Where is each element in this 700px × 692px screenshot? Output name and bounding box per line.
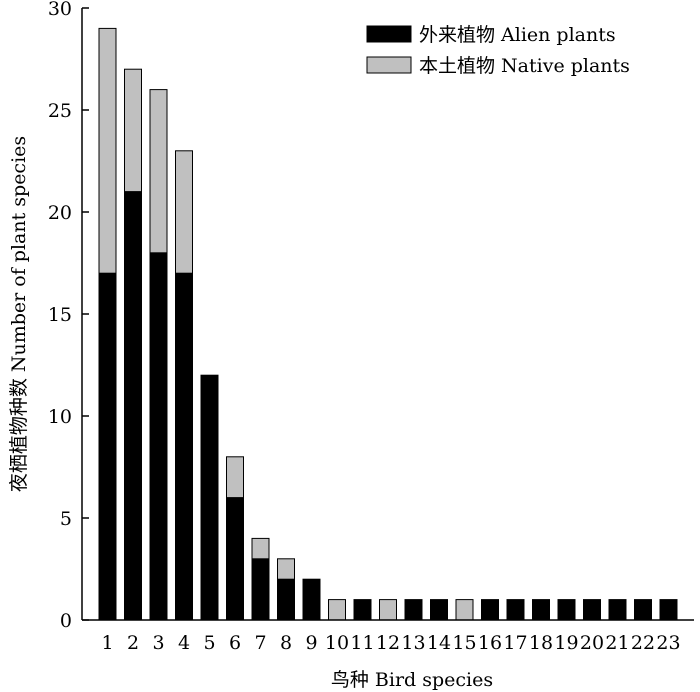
bar-native-12 (379, 599, 397, 621)
bar-native-4 (175, 150, 193, 274)
x-tick-label: 23 (656, 632, 680, 654)
bar-alien-17 (506, 599, 525, 621)
x-tick-label: 19 (554, 632, 578, 654)
x-tick-label: 13 (401, 632, 425, 654)
legend-swatch (366, 25, 412, 43)
y-tick-label: 10 (48, 406, 72, 428)
y-tick-label: 5 (60, 508, 72, 530)
y-tick-label: 25 (48, 100, 72, 122)
x-axis-title: 鸟种 Bird species (331, 669, 493, 691)
bar-alien-19 (557, 599, 576, 621)
x-tick-label: 11 (350, 632, 374, 654)
bar-native-3 (149, 89, 168, 254)
x-tick-label: 4 (178, 632, 190, 654)
bars-group (98, 27, 678, 621)
bar-native-10 (328, 599, 346, 621)
x-ticks-group: 1 2 3 4 5 6 7 8 9 10 11 12 13 14 15 16 17 18 19 20 21 22 23 (101, 632, 680, 654)
legend-label: 外来植物 Alien plants (419, 24, 616, 46)
x-tick-label: 10 (325, 632, 349, 654)
legend-label: 本土植物 Native plants (419, 55, 630, 77)
bar-alien-22 (634, 599, 652, 621)
x-tick-label: 6 (229, 632, 241, 654)
x-tick-label: 3 (152, 632, 164, 654)
y-axis-title: 夜栖植物种数 Number of plant species (8, 136, 30, 492)
bar-alien-14 (430, 599, 448, 621)
bar-alien-3 (149, 252, 168, 621)
bar-native-8 (277, 558, 295, 580)
x-tick-label: 2 (127, 632, 139, 654)
bar-native-2 (124, 68, 142, 193)
x-tick-label: 12 (376, 632, 400, 654)
x-tick-label: 15 (452, 632, 476, 654)
bar-alien-2 (124, 191, 142, 621)
x-tick-label: 9 (305, 632, 317, 654)
bar-alien-9 (302, 578, 321, 621)
y-tick-label: 30 (48, 0, 72, 20)
legend: 外来植物 Alien plants 本土植物 Native plants (366, 24, 630, 77)
bar-alien-6 (226, 497, 244, 621)
bar-alien-21 (608, 599, 627, 621)
x-tick-label: 14 (427, 632, 451, 654)
bar-alien-4 (175, 272, 193, 621)
bar-alien-16 (481, 599, 499, 621)
x-tick-label: 16 (478, 632, 502, 654)
x-tick-label: 5 (203, 632, 215, 654)
bar-alien-20 (583, 599, 601, 621)
bar-native-7 (251, 537, 270, 560)
bar-alien-23 (659, 599, 678, 621)
y-tick-label: 20 (48, 202, 72, 224)
bar-native-6 (226, 456, 244, 499)
bar-alien-13 (404, 599, 423, 621)
bar-alien-8 (277, 578, 295, 621)
y-ticks-group: 0 5 10 15 20 25 30 (48, 0, 89, 632)
x-tick-label: 18 (529, 632, 553, 654)
bar-alien-7 (251, 558, 270, 621)
y-tick-label: 15 (48, 304, 72, 326)
bar-alien-1 (98, 272, 117, 621)
x-tick-label: 22 (631, 632, 655, 654)
x-tick-label: 17 (503, 632, 527, 654)
bar-alien-11 (353, 599, 372, 621)
bar-native-15 (455, 599, 474, 621)
bar-native-1 (98, 27, 117, 274)
y-tick-label: 0 (60, 610, 72, 632)
x-tick-label: 21 (605, 632, 629, 654)
x-tick-label: 1 (101, 632, 113, 654)
x-tick-label: 20 (580, 632, 604, 654)
bar-alien-5 (200, 374, 219, 621)
x-tick-label: 8 (280, 632, 292, 654)
legend-swatch (366, 56, 412, 74)
x-tick-label: 7 (254, 632, 266, 654)
bar-alien-18 (532, 599, 550, 621)
